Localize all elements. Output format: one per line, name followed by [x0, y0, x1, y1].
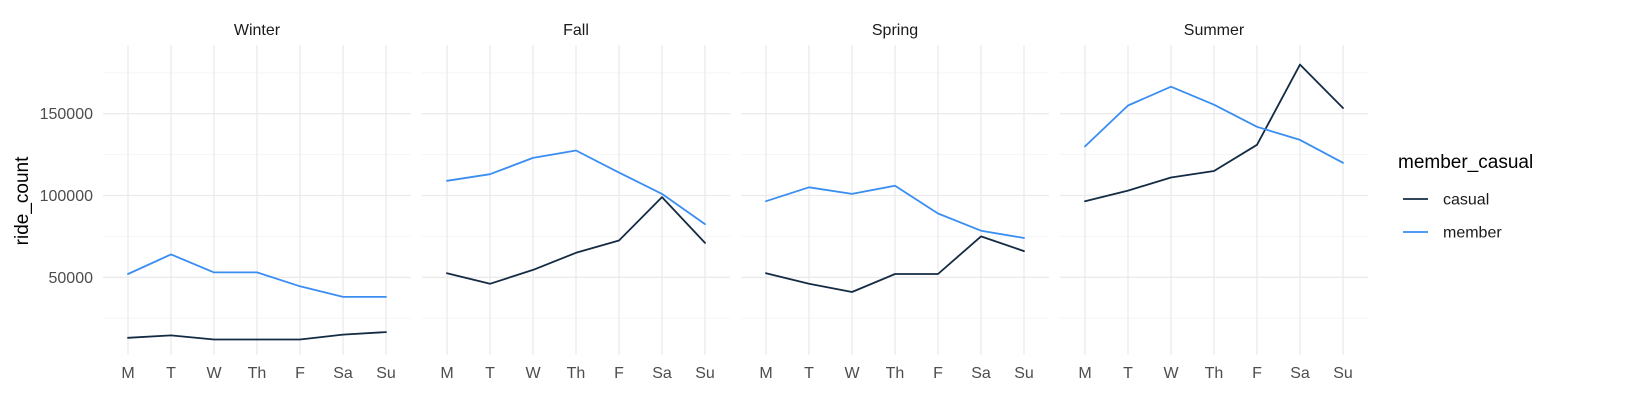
series-line-member: [446, 149, 706, 226]
y-tick-label: 50000: [49, 270, 94, 287]
panel-winter: Winter M T W Th F Sa Su: [103, 22, 411, 382]
x-tick-label: W: [206, 365, 222, 382]
x-tick-label: Sa: [652, 365, 672, 382]
x-tick-label: F: [295, 365, 305, 382]
series-line-casual: [127, 331, 387, 341]
x-tick-label: Sa: [971, 365, 991, 382]
panel-fall: Fall M T W Th F Sa Su: [422, 22, 730, 382]
series-line-casual: [446, 196, 706, 285]
x-tick-label: W: [525, 365, 541, 382]
x-tick-label: F: [933, 365, 943, 382]
x-tick-label: T: [485, 365, 495, 382]
facet-label: Fall: [563, 22, 589, 39]
legend-title: member_casual: [1398, 152, 1533, 173]
x-tick-label: Sa: [333, 365, 353, 382]
legend-label: member: [1443, 225, 1502, 242]
legend: member_casual casual member: [1398, 152, 1533, 242]
panel-spring: Spring M T W Th F Sa Su: [741, 22, 1049, 382]
facet-label: Summer: [1184, 22, 1245, 39]
legend-item-casual: casual: [1403, 192, 1489, 209]
x-tick-label: Th: [1205, 365, 1224, 382]
x-tick-label: Th: [567, 365, 586, 382]
x-tick-label: M: [759, 365, 772, 382]
series-line-casual: [1084, 63, 1344, 203]
legend-items: casual member: [1403, 192, 1502, 242]
y-tick-label: 150000: [40, 106, 93, 123]
x-tick-label: M: [440, 365, 453, 382]
x-tick-label: F: [1252, 365, 1262, 382]
x-tick-label: Th: [886, 365, 905, 382]
x-tick-label: Su: [376, 365, 396, 382]
x-tick-label: Su: [695, 365, 715, 382]
facet-label: Winter: [234, 22, 281, 39]
x-tick-label: T: [804, 365, 814, 382]
y-axis: 50000 100000 150000: [40, 106, 93, 287]
x-tick-label: F: [614, 365, 624, 382]
y-tick-label: 100000: [40, 188, 93, 205]
legend-item-member: member: [1403, 225, 1502, 242]
y-axis-title: ride_count: [12, 156, 33, 245]
x-tick-label: Th: [248, 365, 267, 382]
x-tick-label: T: [166, 365, 176, 382]
facet-label: Spring: [872, 22, 918, 39]
x-tick-label: W: [844, 365, 860, 382]
legend-label: casual: [1443, 192, 1489, 209]
x-tick-label: Sa: [1290, 365, 1310, 382]
x-tick-label: T: [1123, 365, 1133, 382]
panel-summer: Summer M T W Th F Sa Su: [1060, 22, 1368, 382]
x-tick-label: Su: [1333, 365, 1353, 382]
series-line-member: [1084, 85, 1344, 164]
series-line-member: [127, 253, 387, 298]
x-tick-label: M: [121, 365, 134, 382]
x-tick-label: M: [1078, 365, 1091, 382]
series-line-member: [765, 184, 1025, 239]
x-tick-label: W: [1163, 365, 1179, 382]
x-tick-label: Su: [1014, 365, 1034, 382]
panels: Winter M T W Th F Sa Su Fall M T W Th F Sa Su Spring M T W T…: [103, 22, 1368, 382]
series-line-casual: [765, 235, 1025, 293]
